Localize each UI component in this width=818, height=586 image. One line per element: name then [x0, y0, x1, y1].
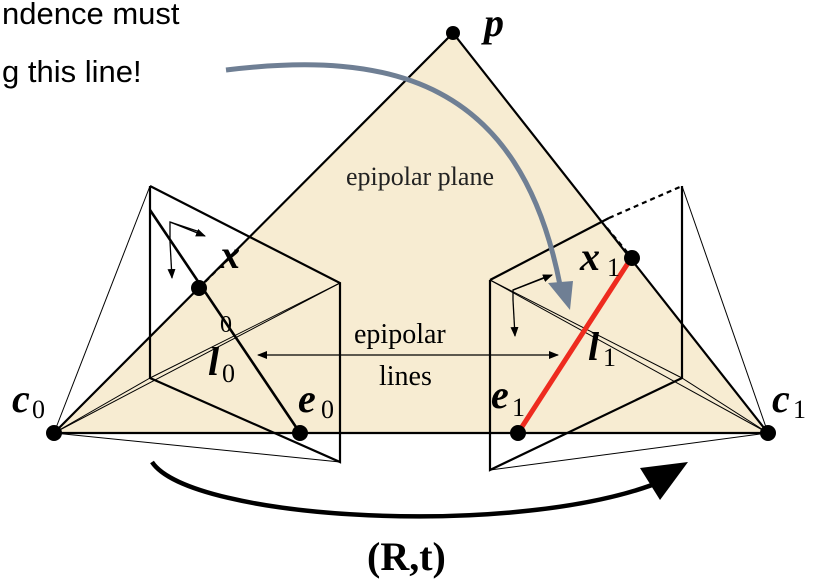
point-e1: [510, 425, 526, 441]
label-e1: e: [491, 372, 509, 417]
point-e0: [292, 425, 308, 441]
image-axes-1: [510, 274, 553, 337]
image-plane-0: [148, 185, 342, 464]
callout-text-line-1: ndence must: [2, 0, 180, 31]
label-p: p: [481, 0, 504, 45]
label-l0: l: [208, 339, 220, 384]
label-c0: c: [12, 376, 30, 421]
ray-dashed-right: [606, 227, 633, 259]
label-l1-sub: 1: [603, 343, 616, 372]
label-e0-sub: 0: [321, 395, 334, 424]
label-l0-sub: 0: [222, 359, 235, 388]
callout-text-line-2: g this line!: [2, 54, 142, 89]
label-x0: x: [219, 232, 240, 277]
label-epipolar-plane: epipolar plane: [346, 162, 494, 191]
image-axes-0: [167, 221, 206, 279]
label-x0-sub: 0: [220, 312, 232, 338]
label-epipolar-lines-2: lines: [379, 361, 432, 392]
callout-arrow-head: [548, 281, 573, 310]
label-c0-sub: 0: [32, 395, 45, 424]
label-e1-sub: 1: [512, 393, 525, 422]
label-motion: (R,t): [367, 534, 446, 579]
camera-1-frustum: [489, 185, 769, 471]
point-x1: [624, 250, 640, 266]
label-x1-sub: 1: [607, 253, 620, 282]
label-c1-sub: 1: [793, 395, 806, 424]
label-x1: x: [579, 234, 600, 279]
epipolar-line-0: [148, 209, 302, 434]
camera-0-frustum: [53, 185, 341, 463]
label-l1: l: [588, 324, 600, 369]
point-c0: [46, 425, 62, 441]
callout-arrow: [225, 62, 563, 286]
point-p: [446, 26, 460, 40]
point-x0: [191, 280, 207, 296]
epipolar-line-1: [515, 258, 633, 435]
motion-arrow-head: [640, 462, 688, 500]
point-c1: [760, 425, 776, 441]
label-e0: e: [298, 376, 316, 421]
ray-dashed-left: [198, 262, 225, 289]
label-c1: c: [772, 376, 790, 421]
label-epipolar-lines-1: epipolar: [354, 319, 446, 350]
points: [46, 26, 776, 441]
motion-arrow: [150, 460, 666, 519]
